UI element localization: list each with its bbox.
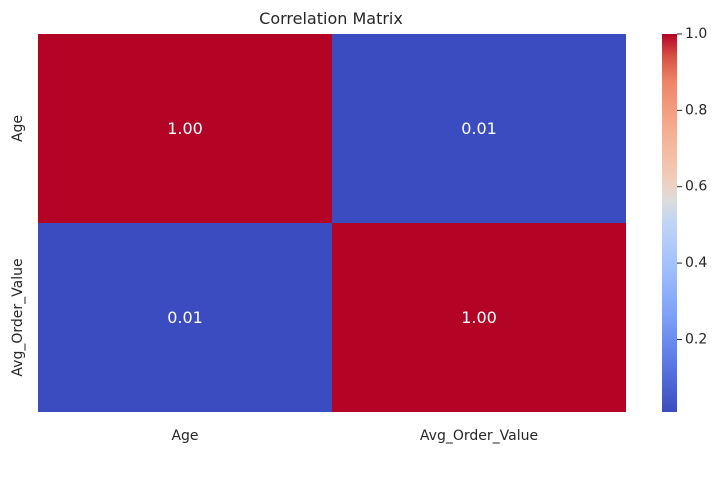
x-tick-label: Avg_Order_Value — [420, 428, 538, 444]
cell-annotations: 1.00 0.01 0.01 1.00 — [167, 119, 497, 327]
x-tick-label: Age — [171, 428, 198, 444]
heatmap-cell-1-1 — [332, 223, 626, 412]
y-tick-label: Avg_Order_Value — [10, 258, 26, 376]
chart-title: Correlation Matrix — [259, 9, 403, 28]
heatmap-cells — [38, 34, 626, 412]
cell-annotation-0-1: 0.01 — [461, 119, 497, 138]
colorbar-tick-label: 0.4 — [685, 255, 707, 271]
colorbar-tick-label: 0.8 — [685, 102, 707, 118]
y-axis-tick-labels: Age Avg_Order_Value — [10, 115, 26, 377]
heatmap-cell-1-0 — [38, 223, 332, 412]
colorbar-gradient — [662, 34, 677, 412]
colorbar-tick-label: 0.2 — [685, 331, 707, 347]
cell-annotation-1-1: 1.00 — [461, 308, 497, 327]
cell-annotation-1-0: 0.01 — [167, 308, 203, 327]
colorbar-ticks: 0.2 0.4 0.6 0.8 1.0 — [677, 26, 707, 347]
colorbar-tick-label: 1.0 — [685, 26, 707, 42]
y-tick-label: Age — [10, 115, 26, 142]
x-axis-tick-labels: Age Avg_Order_Value — [171, 428, 538, 444]
cell-annotation-0-0: 1.00 — [167, 119, 203, 138]
colorbar: 0.2 0.4 0.6 0.8 1.0 — [662, 26, 707, 412]
colorbar-tick-label: 0.6 — [685, 179, 707, 195]
heatmap-cell-0-1 — [332, 34, 626, 223]
heatmap-cell-0-0 — [38, 34, 332, 223]
